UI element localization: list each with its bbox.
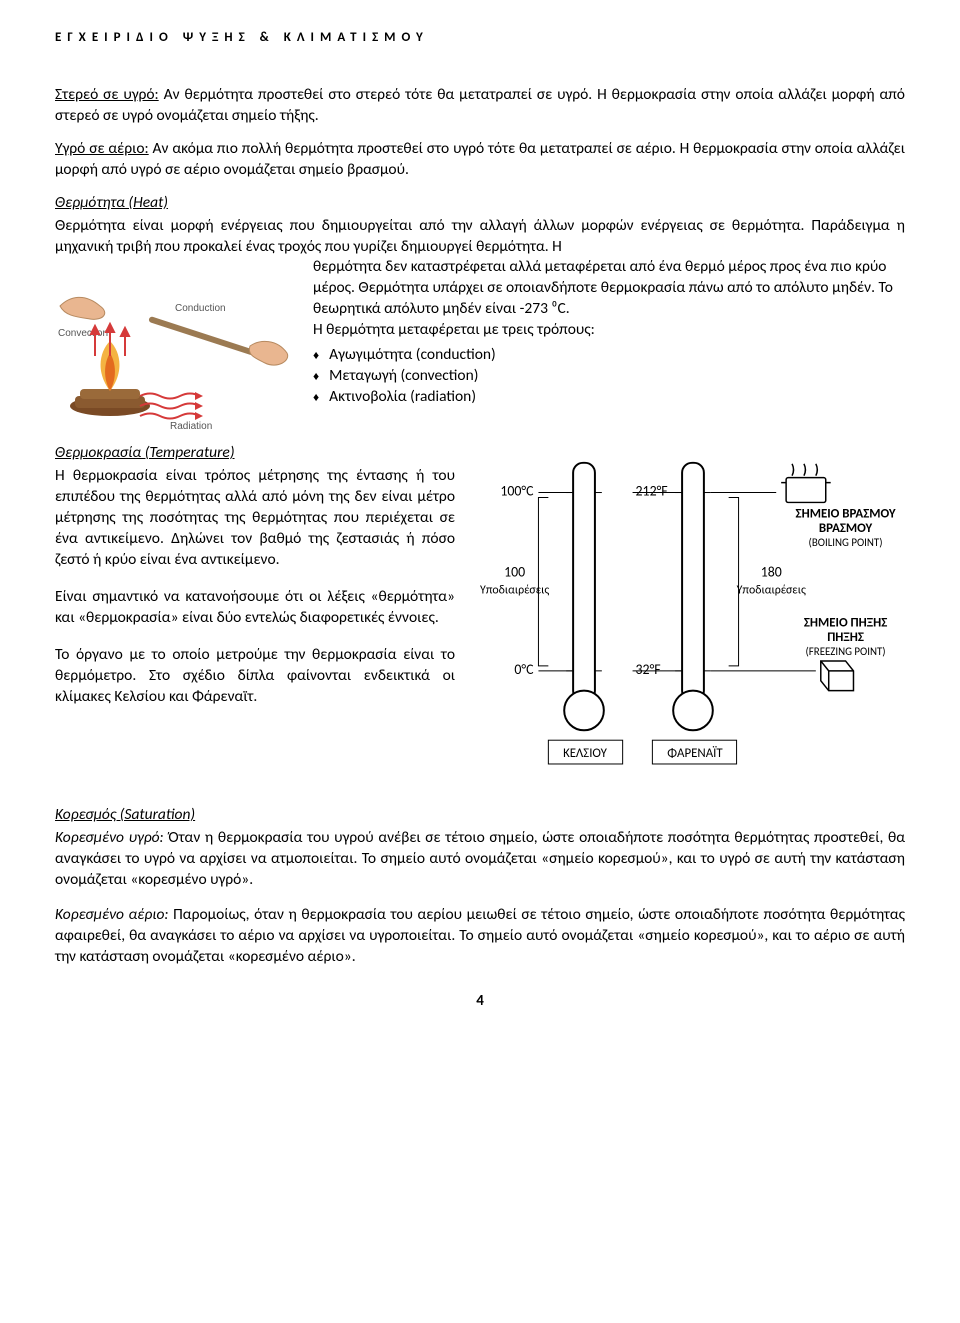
- label-freeze-f: 32°F: [636, 661, 661, 678]
- heat-intro: Θερμότητα είναι μορφή ενέργειας που δημι…: [55, 216, 905, 258]
- label-sub-f: 180: [761, 564, 782, 581]
- heat-wrap-body: θερμότητα δεν καταστρέφεται αλλά μεταφέρ…: [313, 257, 893, 318]
- sat-p1-lead: Κορεσμένο υγρό:: [55, 828, 164, 847]
- body-liquid-gas: Αν ακόμα πιο πολλή θερμότητα προστεθεί σ…: [55, 139, 905, 179]
- label-freeze-en: (FREEZING POINT): [805, 645, 885, 658]
- saturation-p1: Κορεσμένο υγρό: Όταν η θερμοκρασία του υ…: [55, 828, 905, 891]
- heat-transfer-svg: Convection Conduction: [55, 261, 295, 431]
- temperature-p3: Το όργανο με το οποίο μετρούμε την θερμο…: [55, 645, 455, 708]
- label-boil-en: (BOILING POINT): [809, 536, 883, 549]
- sat-p2-lead: Κορεσμένο αέριο:: [55, 905, 169, 924]
- label-sub-c: 100: [504, 564, 525, 581]
- saturation-heading: Κορεσμός (Saturation): [55, 805, 195, 824]
- heat-transfer-lead: Η θερμότητα μεταφέρεται με τρεις τρόπους…: [313, 320, 595, 339]
- label-scale-c: ΚΕΛΣΙΟΥ: [563, 746, 608, 761]
- heat-heading-text: Θερμότητα (Heat): [55, 193, 168, 212]
- heat-block: Convection Conduction: [55, 257, 905, 431]
- temperature-p2: Είναι σημαντικό να κατανοήσουμε ότι οι λ…: [55, 587, 455, 629]
- page-number: 4: [55, 992, 905, 1010]
- label-sub-f-text: Υποδιαιρέσεις: [737, 584, 806, 598]
- heading-heat: Θερμότητα (Heat): [55, 193, 905, 214]
- lead-liquid-gas: Υγρό σε αέριο:: [55, 139, 149, 158]
- temperature-section: Θερμοκρασία (Temperature) Η θερμοκρασία …: [55, 443, 905, 775]
- figure-heat-transfer: Convection Conduction: [55, 261, 295, 431]
- label-radiation: Radiation: [170, 421, 212, 431]
- label-boil-f: 212°F: [636, 483, 668, 500]
- label-freeze-c: 0°C: [514, 661, 534, 678]
- thermometers-svg: 100°C 212°F 0°C 32°F 100 Υποδιαιρέσεις 1…: [479, 443, 905, 770]
- sat-p1-body: Όταν η θερμοκρασία του υγρού ανέβει σε τ…: [55, 828, 905, 889]
- label-scale-f: ΦΑΡΕΝΑΪΤ: [667, 746, 723, 761]
- label-sub-c-text: Υποδιαιρέσεις: [480, 584, 549, 598]
- svg-text:ΠΗΞΗΣ: ΠΗΞΗΣ: [827, 631, 864, 646]
- svg-text:ΒΡΑΣΜΟΥ: ΒΡΑΣΜΟΥ: [819, 522, 873, 537]
- body-solid-liquid: Αν θερμότητα προστεθεί στο στερεό τότε θ…: [55, 85, 905, 125]
- label-conduction: Conduction: [175, 303, 226, 314]
- saturation-section: Κορεσμός (Saturation) Κορεσμένο υγρό: Ότ…: [55, 805, 905, 967]
- sat-p2-body: Παρομοίως, όταν η θερμοκρασία του αερίου…: [55, 905, 905, 966]
- temperature-heading: Θερμοκρασία (Temperature): [55, 443, 235, 462]
- label-freeze-gr: ΣΗΜΕΙΟ ΠΗΞΗΣ: [804, 616, 887, 631]
- label-boil-c: 100°C: [500, 483, 534, 500]
- figure-thermometers: 100°C 212°F 0°C 32°F 100 Υποδιαιρέσεις 1…: [479, 443, 905, 775]
- page: ΕΓΧΕΙΡΙΔΙΟ ΨΥΞΗΣ & ΚΛΙΜΑΤΙΣΜΟΥ Στερεό σε…: [0, 0, 960, 1323]
- para-solid-liquid: Στερεό σε υγρό: Αν θερμότητα προστεθεί σ…: [55, 85, 905, 127]
- temperature-text: Θερμοκρασία (Temperature) Η θερμοκρασία …: [55, 443, 455, 723]
- para-liquid-gas: Υγρό σε αέριο: Αν ακόμα πιο πολλή θερμότ…: [55, 139, 905, 181]
- lead-solid-liquid: Στερεό σε υγρό:: [55, 85, 159, 104]
- saturation-p2: Κορεσμένο αέριο: Παρομοίως, όταν η θερμο…: [55, 905, 905, 968]
- running-head: ΕΓΧΕΙΡΙΔΙΟ ΨΥΞΗΣ & ΚΛΙΜΑΤΙΣΜΟΥ: [55, 30, 905, 45]
- label-convection: Convection: [58, 328, 108, 339]
- label-boil-gr: ΣΗΜΕΙΟ ΒΡΑΣΜΟΥ: [796, 507, 896, 522]
- temperature-p1: Η θερμοκρασία είναι τρόπος μέτρησης της …: [55, 466, 455, 571]
